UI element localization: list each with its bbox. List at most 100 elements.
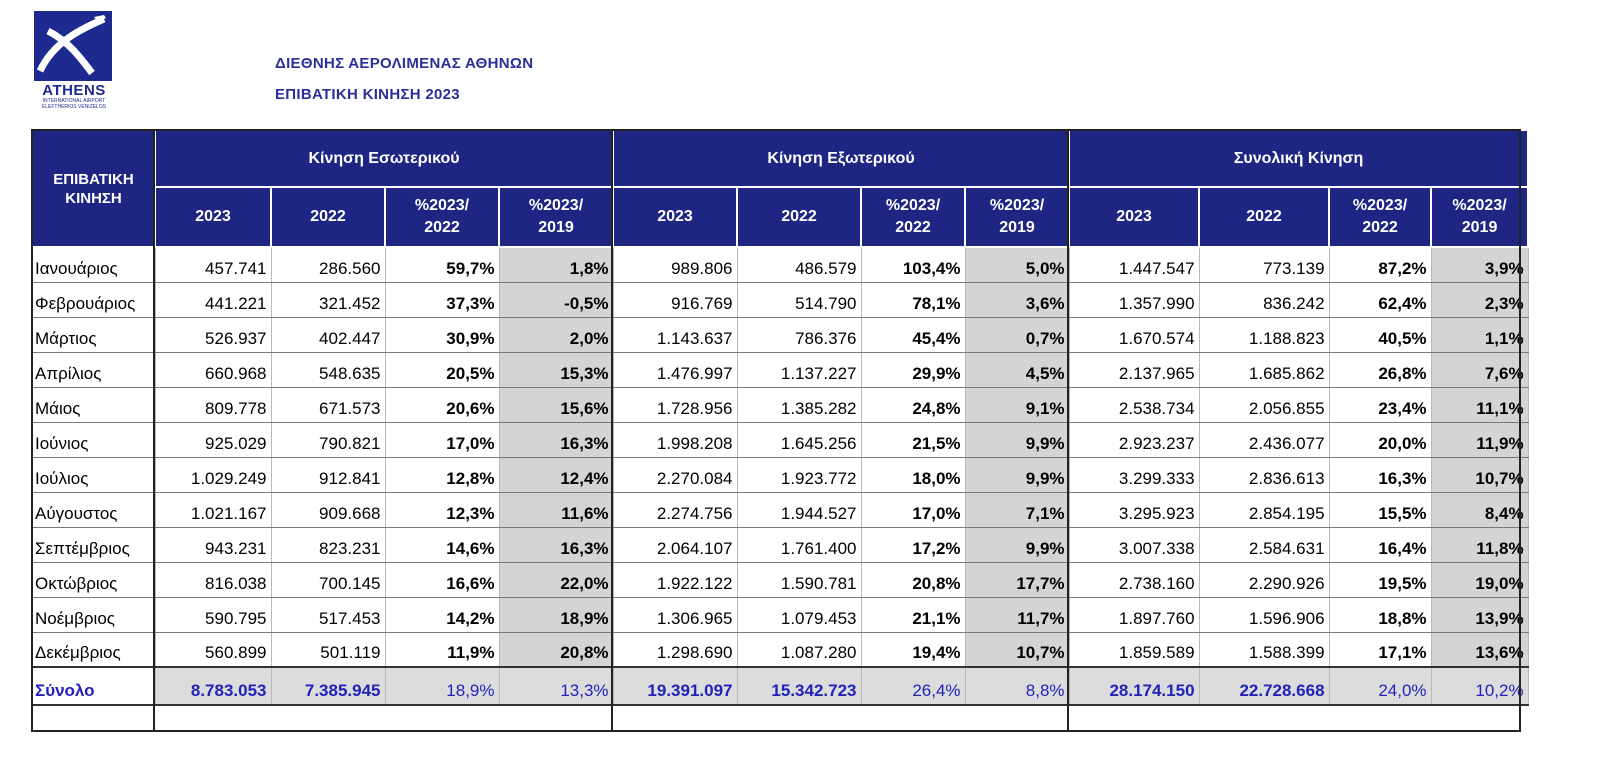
value-cell: 1.447.547	[1069, 247, 1200, 283]
value-cell: 11,8%	[1431, 527, 1529, 563]
value-cell: 40,5%	[1329, 317, 1432, 353]
group-header-row: ΕΠΙΒΑΤΙΚΗ ΚΙΝΗΣΗ Κίνηση Εσωτερικού Κίνηση…	[31, 129, 1530, 248]
value-cell: 1.944.527	[737, 492, 862, 528]
value-cell: 37,3%	[385, 282, 500, 318]
value-cell: 909.668	[271, 492, 386, 528]
value-cell: 11,6%	[499, 492, 614, 528]
value-cell: 517.453	[271, 597, 386, 633]
value-cell: 912.841	[271, 457, 386, 493]
value-cell: 17,7%	[965, 562, 1070, 598]
value-cell: 30,9%	[385, 317, 500, 353]
value-cell: 548.635	[271, 352, 386, 388]
value-cell: 59,7%	[385, 247, 500, 283]
value-cell: 1.998.208	[613, 422, 738, 458]
value-cell: 2.290.926	[1199, 562, 1330, 598]
month-cell: Αύγουστος	[32, 492, 156, 528]
page-title: ΔΙΕΘΝΗΣ ΑΕΡΟΛΙΜΕΝΑΣ ΑΘΗΝΩΝ	[275, 55, 534, 72]
value-cell: 1.021.167	[155, 492, 272, 528]
value-cell: 23,4%	[1329, 387, 1432, 423]
value-cell: 13,3%	[499, 666, 614, 706]
value-cell: 11,7%	[965, 597, 1070, 633]
value-cell: 16,4%	[1329, 527, 1432, 563]
value-cell: 457.741	[155, 247, 272, 283]
column-header: %2023/2022	[860, 186, 967, 248]
value-cell: -0,5%	[499, 282, 614, 318]
value-cell: 15,5%	[1329, 492, 1432, 528]
month-cell: Σεπτέμβριος	[32, 527, 156, 563]
value-cell: 1.357.990	[1069, 282, 1200, 318]
value-cell: 29,9%	[861, 352, 966, 388]
value-cell: 1.079.453	[737, 597, 862, 633]
table-row: Νοέμβριος 590.795 517.453 14,2% 18,9% 1.306.9…	[32, 597, 1529, 633]
value-cell: 590.795	[155, 597, 272, 633]
value-cell: 660.968	[155, 352, 272, 388]
value-cell: 10,2%	[1431, 666, 1529, 706]
value-cell: 1.859.589	[1069, 632, 1200, 668]
value-cell: 24,0%	[1329, 666, 1432, 706]
value-cell: 87,2%	[1329, 247, 1432, 283]
group-header-international: Κίνηση Εξωτερικού	[612, 129, 1071, 188]
value-cell: 1.385.282	[737, 387, 862, 423]
value-cell: 18,0%	[861, 457, 966, 493]
value-cell: 2.064.107	[613, 527, 738, 563]
corner-header: ΕΠΙΒΑΤΙΚΗ ΚΙΝΗΣΗ	[31, 129, 156, 248]
value-cell: 13,9%	[1431, 597, 1529, 633]
value-cell: 19,5%	[1329, 562, 1432, 598]
value-cell: 3,9%	[1431, 247, 1529, 283]
value-cell: 1.728.956	[613, 387, 738, 423]
logo-emblem-icon	[34, 11, 112, 81]
month-cell: Ιούλιος	[32, 457, 156, 493]
value-cell: 1.670.574	[1069, 317, 1200, 353]
value-cell: 18,9%	[499, 597, 614, 633]
sub-header-row: 2023 2022 %2023/2022 %2023/2019 2023 2022 %202…	[32, 186, 1530, 248]
page-subtitle: ΕΠΙΒΑΤΙΚΗ ΚΙΝΗΣΗ 2023	[275, 86, 460, 103]
table-row: Ιούνιος 925.029 790.821 17,0% 16,3% 1.998.208…	[32, 422, 1529, 458]
value-cell: 560.899	[155, 632, 272, 668]
table-row: Φεβρουάριος 441.221 321.452 37,3% -0,5% 916.7…	[32, 282, 1529, 318]
value-cell: 836.242	[1199, 282, 1330, 318]
value-cell: 773.139	[1199, 247, 1330, 283]
value-cell: 12,3%	[385, 492, 500, 528]
logo-subtitle-2: ELEFTHERIOS VENIZELOS	[41, 104, 107, 110]
value-cell: 2,3%	[1431, 282, 1529, 318]
value-cell: 14,2%	[385, 597, 500, 633]
value-cell: 16,6%	[385, 562, 500, 598]
value-cell: 20,6%	[385, 387, 500, 423]
value-cell: 18,8%	[1329, 597, 1432, 633]
value-cell: 514.790	[737, 282, 862, 318]
value-cell: 15,6%	[499, 387, 614, 423]
month-cell: Ιανουάριος	[32, 247, 156, 283]
value-cell: 20,8%	[499, 632, 614, 668]
document-header: ΔΙΕΘΝΗΣ ΑΕΡΟΛΙΜΕΝΑΣ ΑΘΗΝΩΝ ΕΠΙΒΑΤΙΚΗ ΚΙΝ…	[275, 55, 533, 117]
month-cell: Μάρτιος	[32, 317, 156, 353]
value-cell: 13,6%	[1431, 632, 1529, 668]
column-header: 2022	[270, 186, 386, 248]
total-row: Σύνολο 8.783.053 7.385.945 18,9% 13,3% 19.391…	[32, 666, 1529, 706]
group-header-total: Συνολική Κίνηση	[1068, 129, 1530, 188]
value-cell: 526.937	[155, 317, 272, 353]
month-cell: Οκτώβριος	[32, 562, 156, 598]
column-header: 2023	[612, 186, 739, 248]
value-cell: 1.298.690	[613, 632, 738, 668]
value-cell: 17,0%	[385, 422, 500, 458]
value-cell: 8.783.053	[155, 666, 272, 706]
value-cell: 103,4%	[861, 247, 966, 283]
value-cell: 16,3%	[499, 422, 614, 458]
month-cell: Φεβρουάριος	[32, 282, 156, 318]
table-row: Σεπτέμβριος 943.231 823.231 14,6% 16,3% 2.064…	[32, 527, 1529, 563]
value-cell: 2.854.195	[1199, 492, 1330, 528]
value-cell: 7.385.945	[271, 666, 386, 706]
value-cell: 24,8%	[861, 387, 966, 423]
value-cell: 18,9%	[385, 666, 500, 706]
month-cell: Ιούνιος	[32, 422, 156, 458]
value-cell: 19,4%	[861, 632, 966, 668]
value-cell: 1.596.906	[1199, 597, 1330, 633]
passenger-traffic-table: ΕΠΙΒΑΤΙΚΗ ΚΙΝΗΣΗ Κίνηση Εσωτερικού Κίνηση…	[31, 129, 1530, 706]
value-cell: 1.645.256	[737, 422, 862, 458]
value-cell: 809.778	[155, 387, 272, 423]
value-cell: 1.590.781	[737, 562, 862, 598]
value-cell: 1,8%	[499, 247, 614, 283]
value-cell: 286.560	[271, 247, 386, 283]
value-cell: 1.922.122	[613, 562, 738, 598]
value-cell: 7,6%	[1431, 352, 1529, 388]
